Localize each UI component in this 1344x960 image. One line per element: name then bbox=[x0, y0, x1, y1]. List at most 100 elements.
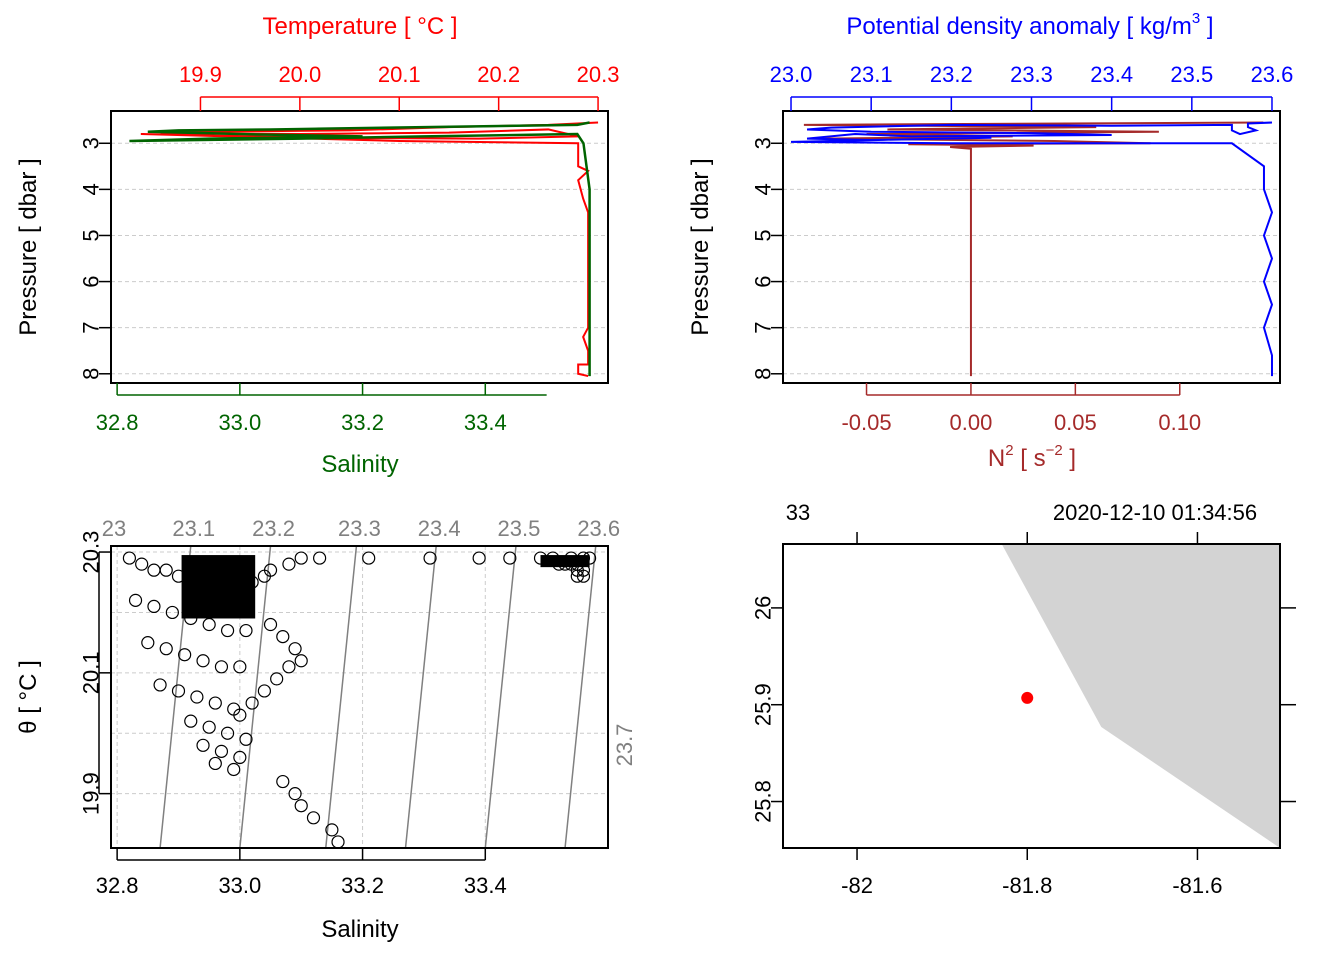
ts-x-tick-label: 33.0 bbox=[218, 873, 261, 898]
ts-point bbox=[576, 569, 591, 583]
ts-point bbox=[220, 726, 235, 740]
n2-axis-label-sup2: −2 bbox=[1046, 442, 1063, 459]
salinity-tick-label: 33.4 bbox=[464, 410, 507, 435]
ts-point bbox=[184, 714, 198, 728]
n2-tick-label: 0.10 bbox=[1158, 410, 1201, 435]
n2-tick-label: 0.00 bbox=[950, 410, 993, 435]
ts-point bbox=[325, 823, 339, 837]
ts-point bbox=[190, 690, 204, 704]
ts-point bbox=[227, 762, 241, 777]
n2-tick-label: -0.05 bbox=[841, 410, 891, 435]
pressure-tick-label: 5 bbox=[79, 229, 104, 241]
station-marker bbox=[1021, 691, 1034, 704]
map-ticks: -82 -81.8 -81.6 25.8 25.9 26 bbox=[751, 532, 1296, 898]
density-axis-label-sup: 3 bbox=[1192, 10, 1200, 27]
temperature-tick-label: 20.3 bbox=[577, 62, 620, 87]
isopycnal-label: 23.7 bbox=[612, 724, 637, 767]
salinity-profile-line bbox=[129, 121, 591, 377]
density-tick-label: 23.1 bbox=[850, 62, 893, 87]
ts-point bbox=[263, 617, 278, 632]
ts-dense-cluster-right bbox=[540, 555, 590, 568]
ts-point bbox=[153, 678, 167, 692]
density-profile-line bbox=[790, 121, 1274, 377]
density-axis-label-main: Potential density anomaly [ kg/m bbox=[846, 13, 1192, 40]
ts-profile-panel: 3 4 5 6 7 8 32.8 33.0 33.2 33.4 19.9 20.0 20.1 20.2 20… bbox=[15, 13, 619, 478]
density-profile-ticks: 3 4 5 6 7 8 -0.05 0.00 0.05 0.10 23.0 23.1 23.2 23.3 2… bbox=[751, 62, 1294, 435]
isopycnal-line bbox=[645, 546, 676, 848]
isopycnal-label: 23.3 bbox=[338, 516, 381, 541]
ts-point bbox=[282, 557, 296, 571]
ts-point bbox=[306, 811, 321, 825]
isopycnal-label: 23.6 bbox=[577, 516, 620, 541]
ts-point bbox=[208, 696, 222, 710]
ts-x-tick-label: 32.8 bbox=[96, 873, 139, 898]
station-timestamp: 2020-12-10 01:34:56 bbox=[1053, 500, 1257, 525]
n2-axis-label-main: N bbox=[988, 445, 1005, 472]
pressure-tick-label: 5 bbox=[751, 229, 776, 241]
isopycnal-label: 23 bbox=[102, 516, 126, 541]
isopycnal-lines bbox=[111, 546, 676, 848]
pressure-axis-label-left: Pressure [ dbar ] bbox=[15, 158, 42, 335]
ts-point bbox=[288, 642, 302, 656]
density-axis-label: Potential density anomaly [ kg/m3 ] bbox=[846, 10, 1213, 40]
ts-xaxis-label: Salinity bbox=[321, 916, 398, 943]
ts-point bbox=[362, 551, 376, 565]
density-tick-label: 23.3 bbox=[1010, 62, 1053, 87]
salinity-tick-label: 32.8 bbox=[96, 410, 139, 435]
temperature-tick-label: 20.1 bbox=[378, 62, 421, 87]
lon-tick-label: -81.8 bbox=[1002, 873, 1052, 898]
ts-point bbox=[171, 684, 186, 698]
pressure-tick-label: 6 bbox=[751, 275, 776, 287]
ts-point bbox=[141, 636, 155, 650]
ts-point bbox=[313, 551, 327, 565]
isopycnal-label: 23.4 bbox=[418, 516, 461, 541]
lon-tick-label: -81.6 bbox=[1172, 873, 1222, 898]
ts-point bbox=[503, 551, 517, 565]
ts-point bbox=[233, 750, 247, 765]
n2-axis-label: N2 [ s−2 ] bbox=[988, 442, 1076, 472]
ts-y-tick-label: 19.9 bbox=[79, 772, 104, 815]
pressure-axis-label-right: Pressure [ dbar ] bbox=[687, 158, 714, 335]
density-tick-label: 23.6 bbox=[1251, 62, 1294, 87]
pressure-tick-label: 4 bbox=[751, 183, 776, 195]
ts-dense-cluster bbox=[181, 555, 256, 619]
ts-point bbox=[214, 744, 229, 758]
density-profile-panel: 3 4 5 6 7 8 -0.05 0.00 0.05 0.10 23.0 23.1 23.2 23.3 2… bbox=[687, 10, 1293, 472]
ts-point bbox=[135, 557, 149, 571]
pressure-tick-label: 3 bbox=[79, 137, 104, 149]
ts-point bbox=[122, 551, 137, 565]
salinity-tick-label: 33.2 bbox=[341, 410, 384, 435]
n2-axis-label-end: ] bbox=[1063, 445, 1076, 472]
ts-diagram-ticks: 32.8 33.0 33.2 33.4 19.9 20.1 20.3 bbox=[79, 531, 507, 898]
n2-tick-label: 0.05 bbox=[1054, 410, 1097, 435]
ts-point bbox=[245, 696, 259, 710]
density-tick-label: 23.2 bbox=[930, 62, 973, 87]
temperature-profile-line bbox=[140, 121, 599, 378]
ts-y-tick-label: 20.3 bbox=[79, 531, 104, 574]
isopycnal-line bbox=[404, 546, 437, 848]
isopycnal-labels: 23 23.1 23.2 23.3 23.4 23.5 23.6 23.7 bbox=[102, 516, 637, 766]
lat-tick-label: 25.9 bbox=[751, 683, 776, 726]
n2-axis-label-sup: 2 bbox=[1005, 442, 1013, 459]
ts-point bbox=[331, 835, 345, 848]
pressure-tick-label: 6 bbox=[79, 275, 104, 287]
lat-tick-label: 26 bbox=[751, 596, 776, 620]
isopycnal-label: 23.5 bbox=[498, 516, 541, 541]
salinity-tick-label: 33.0 bbox=[218, 410, 261, 435]
temperature-tick-label: 20.2 bbox=[477, 62, 520, 87]
n2-profile-line bbox=[803, 121, 1264, 377]
temperature-tick-label: 20.0 bbox=[278, 62, 321, 87]
ts-point bbox=[233, 660, 247, 674]
isopycnal-label: 23.2 bbox=[252, 516, 295, 541]
isopycnal-line bbox=[239, 546, 272, 848]
density-axis-label-end: ] bbox=[1200, 13, 1213, 40]
pressure-tick-label: 8 bbox=[79, 368, 104, 380]
pressure-tick-label: 7 bbox=[79, 322, 104, 334]
ts-point bbox=[570, 569, 584, 583]
ts-point bbox=[220, 623, 235, 638]
isopycnal-line bbox=[564, 546, 597, 848]
ts-point bbox=[270, 672, 284, 686]
ts-point bbox=[165, 605, 179, 620]
ts-point bbox=[196, 738, 210, 752]
